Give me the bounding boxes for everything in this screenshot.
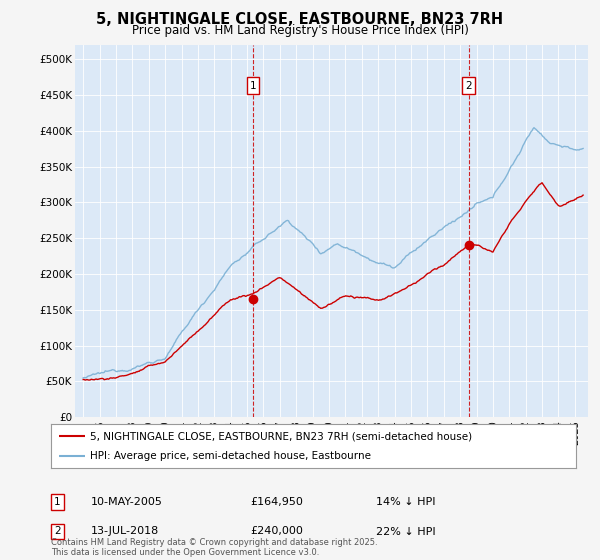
Text: 13-JUL-2018: 13-JUL-2018	[91, 526, 158, 536]
Text: £240,000: £240,000	[251, 526, 304, 536]
Text: Contains HM Land Registry data © Crown copyright and database right 2025.
This d: Contains HM Land Registry data © Crown c…	[51, 538, 377, 557]
Text: £164,950: £164,950	[251, 497, 304, 507]
Text: 14% ↓ HPI: 14% ↓ HPI	[377, 497, 436, 507]
Text: 2: 2	[54, 526, 61, 536]
Text: Price paid vs. HM Land Registry's House Price Index (HPI): Price paid vs. HM Land Registry's House …	[131, 24, 469, 36]
Text: 1: 1	[250, 81, 256, 91]
Text: HPI: Average price, semi-detached house, Eastbourne: HPI: Average price, semi-detached house,…	[91, 451, 371, 460]
Text: 22% ↓ HPI: 22% ↓ HPI	[377, 526, 436, 536]
Text: 5, NIGHTINGALE CLOSE, EASTBOURNE, BN23 7RH: 5, NIGHTINGALE CLOSE, EASTBOURNE, BN23 7…	[97, 12, 503, 27]
Text: 5, NIGHTINGALE CLOSE, EASTBOURNE, BN23 7RH (semi-detached house): 5, NIGHTINGALE CLOSE, EASTBOURNE, BN23 7…	[91, 431, 473, 441]
Text: 1: 1	[54, 497, 61, 507]
Text: 10-MAY-2005: 10-MAY-2005	[91, 497, 162, 507]
Text: 2: 2	[466, 81, 472, 91]
